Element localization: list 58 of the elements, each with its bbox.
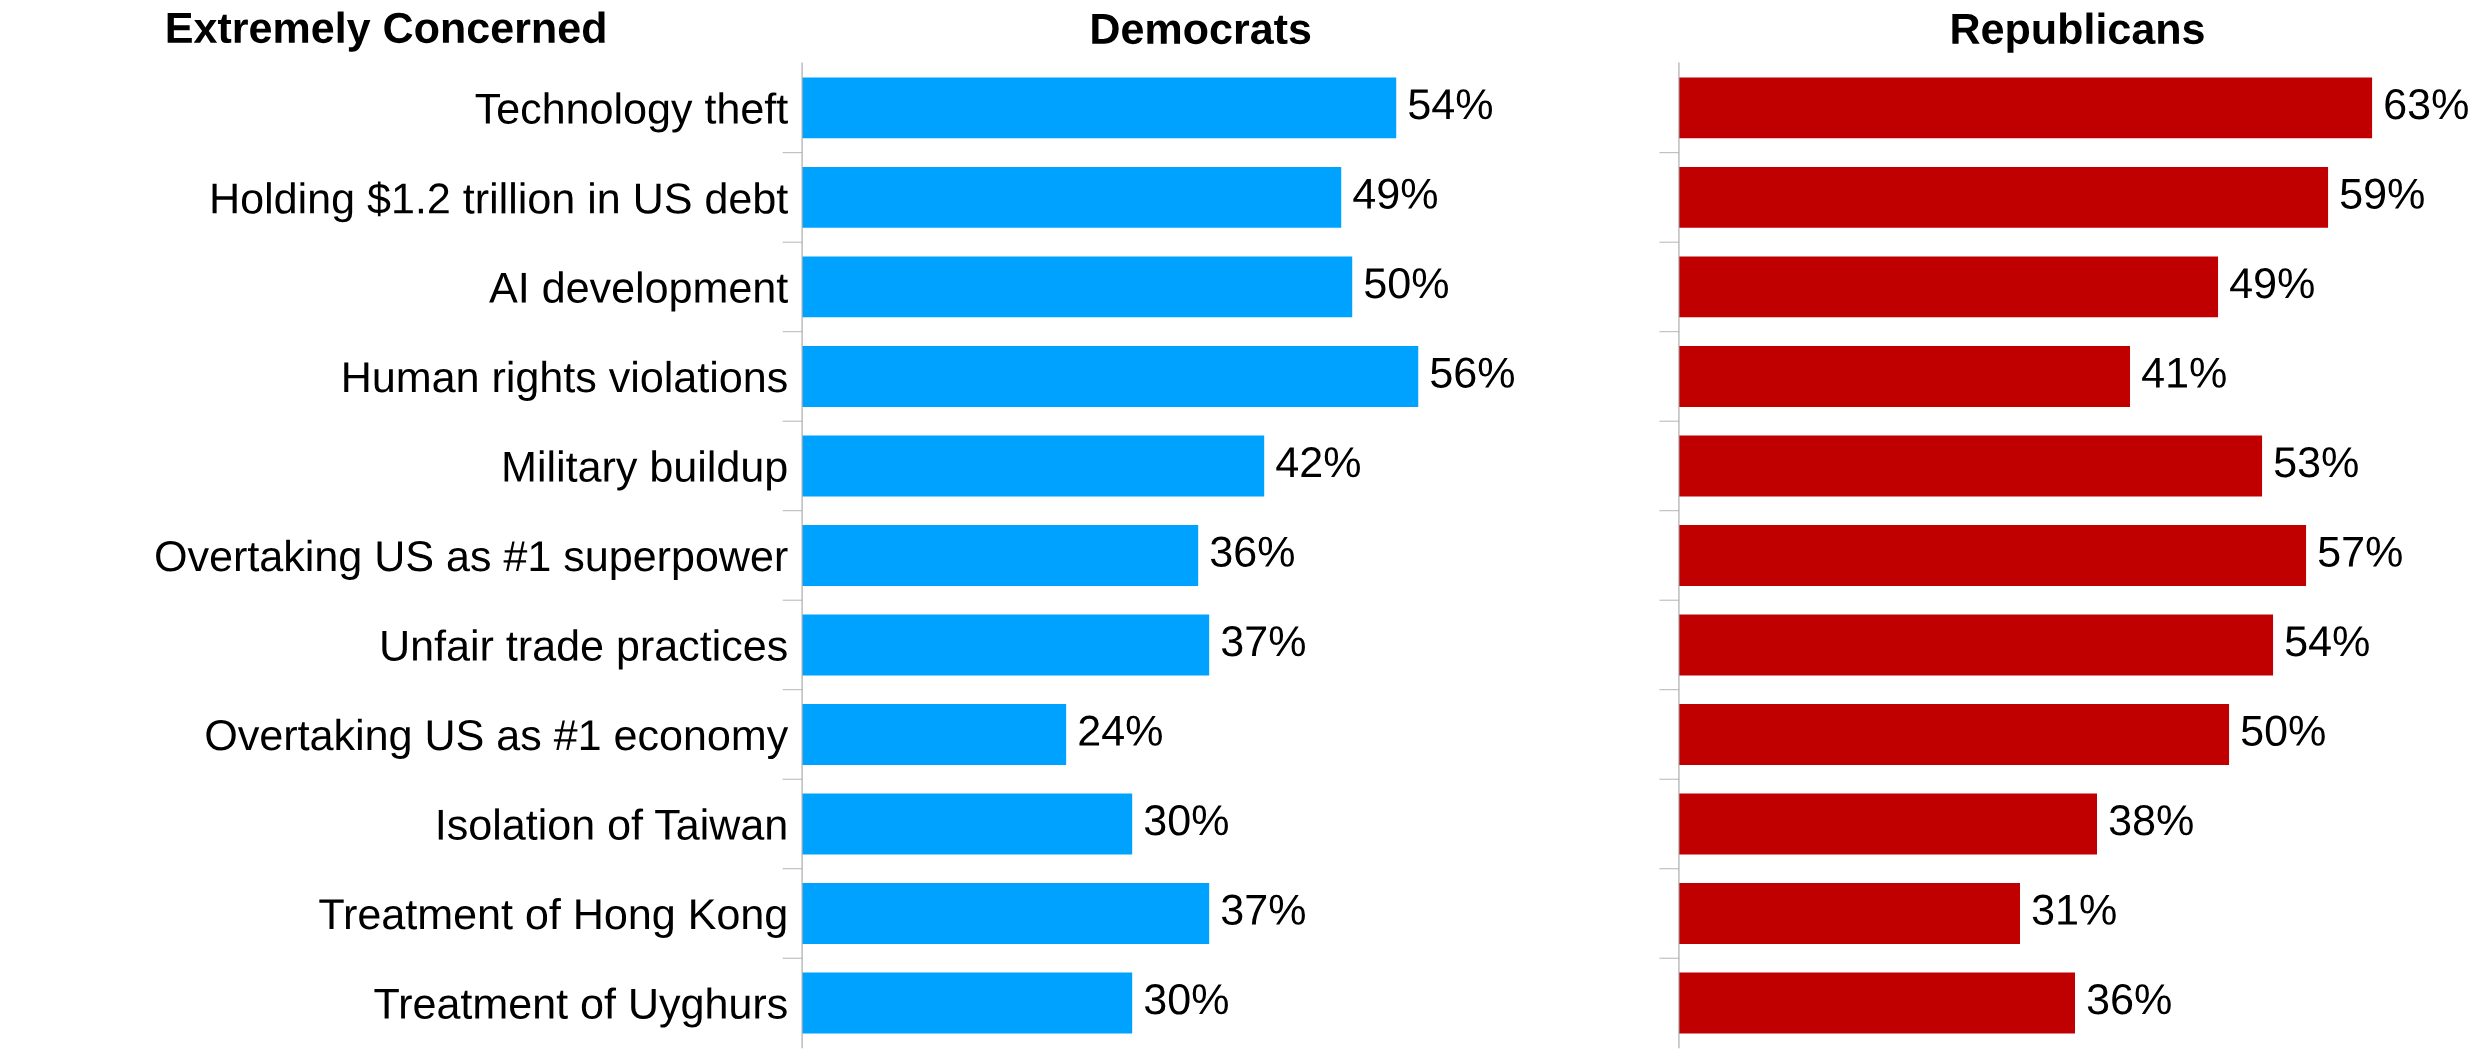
data-label: 49% (2230, 268, 2314, 299)
data-label: 54% (2285, 626, 2369, 657)
y-tick-label: AI development (489, 271, 788, 312)
bar (1678, 704, 2230, 765)
bar (1678, 883, 2021, 944)
y-tick-label: Human rights violations (344, 360, 787, 401)
bar (1678, 793, 2098, 855)
bar (1678, 256, 2219, 318)
bar (1678, 77, 2373, 139)
text: Extremely Concerned (167, 11, 605, 52)
bar (802, 525, 1199, 586)
y-tick-label: Technology theft (475, 92, 788, 133)
data-label: 53% (2274, 447, 2358, 478)
data-label: 50% (2241, 715, 2325, 747)
bar (1678, 167, 2329, 228)
bar (802, 793, 1133, 855)
bar (802, 883, 1210, 944)
bar (802, 77, 1397, 139)
chart-title: Democrats (1092, 14, 1311, 45)
bar (802, 435, 1265, 497)
bar (802, 704, 1067, 765)
data-label: 31% (2032, 894, 2116, 926)
data-label: 49% (1353, 178, 1437, 209)
data-label: 24% (1079, 715, 1162, 746)
data-label: 36% (2087, 984, 2171, 1015)
y-tick-label: Overtaking US as #1 superpower (156, 539, 788, 580)
y-tick-label: Holding $1.2 trillion in US debt (212, 181, 788, 223)
bar (1678, 525, 2307, 586)
data-label: 30% (1144, 984, 1228, 1015)
data-label: 57% (2318, 536, 2402, 568)
bar (802, 346, 1419, 407)
y-tick-label: Treatment of Uyghurs (374, 987, 787, 1028)
y-tick-label: Isolation of Taiwan (438, 808, 786, 840)
data-label: 42% (1276, 447, 1360, 478)
y-tick-label: Overtaking US as #1 economy (206, 718, 789, 759)
bar (1678, 972, 2076, 1034)
chart-title: Republicans (1952, 12, 2204, 53)
bar (802, 972, 1133, 1034)
data-label: 37% (1221, 894, 1305, 926)
data-label: 36% (1210, 536, 1294, 568)
y-tick-label: Military buildup (504, 450, 787, 491)
bar (802, 614, 1210, 676)
data-label: 56% (1431, 357, 1514, 389)
bar (802, 167, 1342, 228)
data-label: 54% (1409, 89, 1492, 120)
data-label: 41% (2142, 357, 2226, 388)
bar (1678, 435, 2263, 497)
data-label: 63% (2385, 89, 2468, 120)
data-label: 59% (2340, 178, 2424, 209)
y-tick-label: Unfair trade practices (382, 629, 787, 670)
data-label: 38% (2109, 805, 2193, 836)
y-tick-label: Treatment of Hong Kong (319, 897, 786, 939)
bar (1678, 346, 2131, 407)
data-label: 37% (1221, 626, 1305, 657)
data-label: 50% (1365, 268, 1448, 299)
bar (802, 256, 1353, 318)
data-label: 30% (1144, 805, 1228, 836)
bar (1678, 614, 2274, 676)
